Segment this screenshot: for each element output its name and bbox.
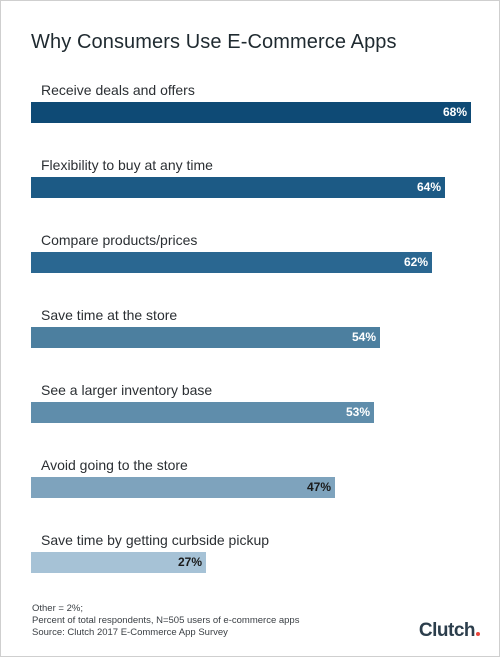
category-label: Avoid going to the store [41, 457, 188, 473]
value-label: 64% [416, 180, 441, 194]
category-label: Save time at the store [41, 307, 178, 323]
bar [31, 552, 206, 573]
category-label: Compare products/prices [41, 232, 198, 248]
value-label: 53% [345, 405, 370, 419]
bar [31, 177, 445, 198]
clutch-logo: Clutch [419, 620, 480, 642]
footnote-other: Other = 2%; [32, 603, 83, 614]
chart-title: Why Consumers Use E-Commerce Apps [31, 31, 397, 53]
bar [31, 252, 432, 273]
footnotes: Other = 2%; Percent of total respondents… [32, 603, 299, 639]
footnote-respondents: Percent of total respondents, N=505 user… [32, 615, 300, 626]
category-label: Receive deals and offers [41, 82, 195, 98]
bar [31, 402, 374, 423]
footnote-source: Source: Clutch 2017 E-Commerce App Surve… [32, 627, 228, 638]
value-label: 47% [306, 480, 331, 494]
bar-chart: Receive deals and offers 68% Flexibility t… [1, 1, 500, 601]
bar [31, 102, 471, 123]
value-label: 62% [403, 255, 428, 269]
clutch-logo-text: Clutch [418, 620, 476, 641]
value-label: 27% [177, 555, 202, 569]
category-label: Save time by getting curbside pickup [41, 532, 270, 548]
category-label: Flexibility to buy at any time [41, 157, 213, 173]
value-label: 54% [351, 330, 376, 344]
bar [31, 327, 380, 348]
clutch-logo-dot-icon [476, 632, 480, 636]
category-label: See a larger inventory base [41, 382, 213, 398]
bar [31, 477, 335, 498]
value-label: 68% [442, 105, 467, 119]
